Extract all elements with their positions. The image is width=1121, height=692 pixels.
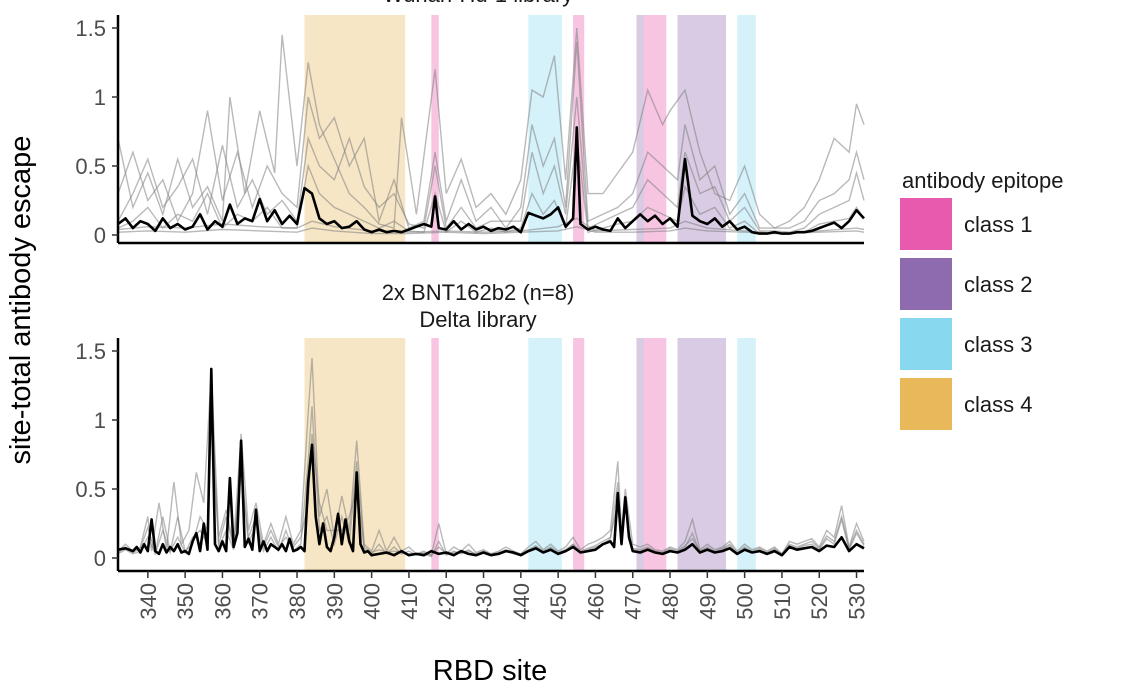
epitope-region-class-1	[643, 338, 667, 571]
x-tick-label: 380	[285, 583, 310, 620]
x-tick-label: 430	[472, 583, 497, 620]
legend-label: class 3	[964, 332, 1032, 357]
y-axis: 0 0.5 1 1.5	[75, 338, 120, 571]
epitope-regions	[304, 338, 756, 571]
y-tick-label: 0.5	[75, 154, 106, 179]
panel-title-line: Wuhan-Hu-1 library	[383, 0, 573, 7]
x-tick-label: 530	[845, 583, 870, 620]
x-tick-label: 420	[434, 583, 459, 620]
mean-line	[117, 126, 865, 235]
legend-title: antibody epitope	[902, 168, 1063, 193]
legend-label: class 4	[964, 392, 1032, 417]
y-tick-label: 0	[94, 546, 106, 571]
mean-escape-line	[117, 367, 865, 557]
x-tick-label: 480	[658, 583, 683, 620]
x-tick-label: 520	[807, 583, 832, 620]
x-tick-label: 470	[621, 583, 646, 620]
y-tick-label: 1.5	[75, 339, 106, 364]
epitope-region-class-2	[636, 338, 644, 571]
epitope-region-class-2	[677, 338, 726, 571]
panel-delta-library: 0 0.5 1 1.5 2x BNT162b2 (n=8)Delta library	[75, 280, 865, 578]
epitope-regions	[304, 15, 756, 243]
x-tick-label: 410	[397, 583, 422, 620]
panel-wuhan-library: 0 0.5 1 1.5 Wuhan-Hu-1 library	[75, 0, 865, 248]
panel-title-line: 2x BNT162b2 (n=8)	[382, 280, 575, 305]
epitope-region-class-1	[643, 15, 667, 243]
epitope-region-class-3	[737, 15, 756, 243]
y-axis: 0 0.5 1 1.5	[75, 15, 120, 248]
serum-line	[117, 96, 865, 233]
epitope-region-class-1	[573, 15, 585, 243]
epitope-region-class-2	[636, 15, 644, 243]
x-tick-label: 510	[770, 583, 795, 620]
legend-label: class 1	[964, 212, 1032, 237]
panel-title: 2x BNT162b2 (n=8)Delta library	[382, 280, 575, 332]
x-tick-label: 350	[173, 583, 198, 620]
panel-title: Wuhan-Hu-1 library	[383, 0, 573, 7]
x-tick-label: 490	[695, 583, 720, 620]
serum-line	[117, 27, 865, 230]
y-tick-label: 1	[94, 408, 106, 433]
panel-title-line: Delta library	[419, 307, 536, 332]
x-tick-label: 500	[733, 583, 758, 620]
epitope-region-class-3	[737, 338, 756, 571]
mean-escape-line	[117, 126, 865, 235]
epitope-region-class-3	[528, 338, 562, 571]
epitope-region-class-1	[431, 338, 439, 571]
x-tick-label: 390	[322, 583, 347, 620]
legend-swatch	[900, 198, 952, 250]
y-tick-label: 0.5	[75, 477, 106, 502]
legend-label: class 2	[964, 272, 1032, 297]
serum-line	[117, 41, 865, 230]
mean-line	[117, 367, 865, 557]
epitope-region-class-1	[573, 338, 585, 571]
x-tick-labels: 340 350 360 370 380 390 400 410 420 430 440 450 460 4…	[136, 583, 870, 620]
x-axis-title: RBD site	[433, 655, 547, 687]
x-tick-label: 340	[136, 583, 161, 620]
legend-swatch	[900, 318, 952, 370]
x-tick-label: 450	[546, 583, 571, 620]
legend-swatch	[900, 378, 952, 430]
legend-items: class 1 class 2 class 3 class 4	[900, 198, 1032, 430]
y-tick-label: 1	[94, 85, 106, 110]
y-tick-label: 1.5	[75, 16, 106, 41]
x-tick-label: 360	[210, 583, 235, 620]
y-tick-label: 0	[94, 223, 106, 248]
x-tick-label: 440	[509, 583, 534, 620]
x-tick-label: 370	[248, 583, 273, 620]
legend-swatch	[900, 258, 952, 310]
epitope-region-class-1	[431, 15, 439, 243]
x-axis	[118, 569, 864, 578]
x-tick-label: 460	[583, 583, 608, 620]
x-tick-label: 400	[360, 583, 385, 620]
epitope-region-class-4	[304, 15, 406, 243]
y-axis-title: site-total antibody escape	[5, 136, 37, 465]
